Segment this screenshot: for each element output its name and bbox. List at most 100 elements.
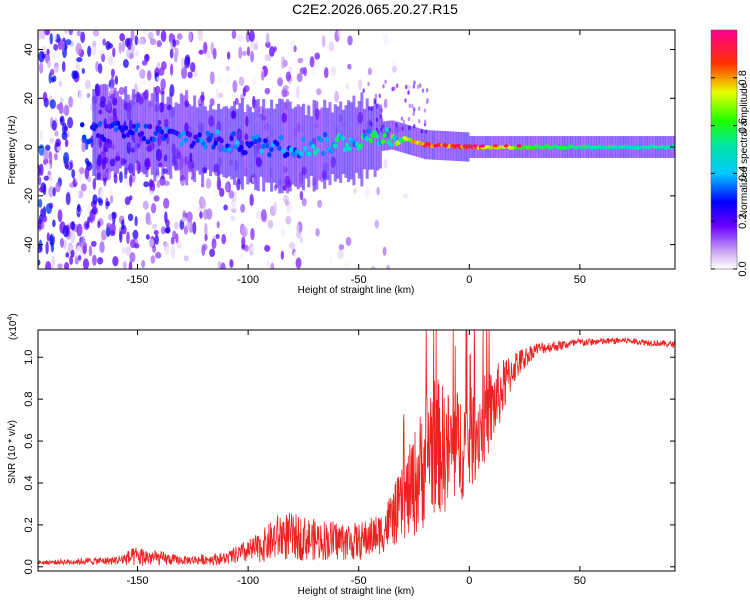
spectrogram-noise-cell (193, 247, 201, 254)
spectrogram-ridge-cell (121, 133, 127, 139)
spectrogram-noise-cell (211, 238, 217, 250)
spectrogram-noise-cell (40, 208, 44, 217)
spectrogram-noise-cell (260, 71, 265, 81)
spectrogram-noise-cell (90, 44, 97, 56)
spectrogram-noise-cell (384, 79, 387, 84)
spectrogram-noise-cell (160, 61, 167, 71)
snr-y-tick-label: 0.6 (23, 433, 35, 448)
spectrogram-noise-cell (130, 30, 135, 41)
spectrogram-noise-cell (153, 195, 160, 202)
spectrogram-y-tick-label: 0 (23, 144, 35, 150)
spectrogram-noise-cell (338, 244, 345, 251)
spectrogram-noise-cell (52, 30, 57, 41)
spectrogram-ridge-cell (151, 136, 157, 142)
spectrogram-halo-cell (161, 91, 165, 180)
spectrogram-halo-cell (142, 91, 146, 175)
spectrogram-noise-cell (55, 181, 61, 193)
spectrogram-noise-cell (43, 149, 48, 162)
spectrogram-noise-cell (141, 60, 148, 66)
spectrogram-noise-cell (52, 219, 56, 228)
spectrogram-noise-cell (186, 211, 193, 223)
spectrogram-noise-cell (411, 103, 414, 109)
spectrogram-noise-cell (49, 33, 53, 45)
spectrogram-noise-cell (59, 237, 64, 248)
spectrogram-noise-cell (39, 130, 44, 141)
spectrogram-noise-cell (280, 250, 284, 260)
spectrogram-noise-cell (417, 84, 420, 90)
spectrogram-noise-cell (75, 42, 82, 55)
spectrogram-halo-cell (110, 93, 114, 171)
spectrogram-noise-cell (49, 69, 55, 76)
spectrogram-noise-cell (97, 220, 101, 229)
spectrogram-noise-cell (174, 47, 179, 57)
spectrogram-halo-cell (363, 108, 367, 170)
spectrogram-ridge-cell (235, 140, 240, 146)
spectrogram-noise-cell (43, 175, 49, 181)
spectrogram-noise-cell (42, 206, 47, 219)
spectrogram-noise-cell (212, 48, 217, 60)
spectrogram-halo-cell (203, 106, 207, 174)
spectrogram-noise-cell (200, 196, 205, 208)
spectrogram-noise-cell (108, 186, 113, 195)
spectrogram-noise-cell (58, 101, 64, 115)
spectrogram-noise-cell (114, 75, 119, 85)
spectrogram-halo-cell (339, 101, 343, 183)
spectrogram-ridge-cell (380, 139, 386, 145)
spectrogram-ridge-cell (179, 141, 184, 147)
spectrogram-halo-cell (230, 106, 234, 180)
spectrogram-noise-cell (145, 234, 150, 240)
snr-x-tick-label: -50 (351, 575, 367, 587)
spectrogram-noise-cell (69, 244, 75, 251)
spectrogram-noise-cell (95, 61, 99, 73)
spectrogram-noise-cell (64, 30, 68, 35)
spectrogram-noise-cell (248, 30, 255, 42)
snr-y-tick-label: 1.0 (23, 350, 35, 365)
spectrogram-noise-cell (250, 228, 255, 241)
spectrogram-noise-cell (246, 46, 251, 57)
spectrogram-noise-cell (119, 33, 126, 42)
spectrogram-noise-cell (112, 256, 119, 267)
spectrogram-noise-cell (209, 248, 216, 258)
spectrogram-noise-cell (76, 203, 81, 213)
spectrogram-noise-cell (301, 198, 307, 207)
spectrogram-ridge-cell (302, 145, 308, 152)
spectrogram-noise-cell (187, 171, 192, 179)
colorbar-tick-label: 0.2 (737, 214, 749, 229)
spectrogram-noise-cell (419, 83, 422, 88)
spectrogram-noise-cell (148, 237, 155, 248)
spectrogram-ridge-cell (141, 135, 147, 142)
spectrogram-ridge-cell (281, 148, 286, 154)
spectrogram-noise-cell (52, 186, 56, 197)
snr-panel: -150 -100 -50 0 50 0.0 0.2 0.4 0.6 0.8 1.0 Height… (7, 313, 676, 597)
spectrogram-noise-cell (402, 193, 409, 199)
spectrogram-ridge-cell (318, 137, 324, 143)
spectrogram-ridge-cell (187, 132, 192, 138)
spectrogram-noise-cell (141, 186, 146, 192)
spectrogram-noise-cell (362, 88, 365, 93)
spectrogram-noise-cell (149, 38, 157, 46)
spectrogram-ridge-cell (231, 131, 236, 137)
spectrogram-noise-cell (295, 257, 302, 269)
spectrogram-noise-cell (132, 229, 139, 240)
spectrogram-noise-cell (92, 178, 97, 190)
spectrogram-noise-cell (68, 96, 74, 108)
spectrogram-noise-cell (97, 63, 103, 74)
spectrogram-halo-cell (394, 121, 398, 151)
spectrogram-ridge-cell (153, 130, 159, 136)
spectrogram-halo-cell (150, 93, 154, 175)
spectrogram-noise-cell (75, 245, 83, 256)
spectrogram-noise-cell (226, 77, 231, 84)
spectrogram-noise-cell (345, 82, 350, 91)
spectrogram-ridge-cell (215, 129, 220, 135)
spectrogram-halo-cell (357, 100, 361, 179)
spectrogram-noise-cell (386, 264, 391, 269)
spectrogram-halo-cell (134, 101, 138, 164)
spectrogram-ridge-cell (95, 132, 101, 139)
spectrogram-noise-cell (44, 30, 51, 36)
spectrogram-noise-cell (249, 193, 254, 207)
spectrogram-ridge-cell (111, 121, 117, 127)
spectrogram-halo-cell (158, 103, 162, 167)
spectrogram-noise-cell (412, 111, 415, 116)
spectrogram-halo-cell (341, 109, 345, 174)
spectrogram-noise-cell (109, 194, 114, 204)
